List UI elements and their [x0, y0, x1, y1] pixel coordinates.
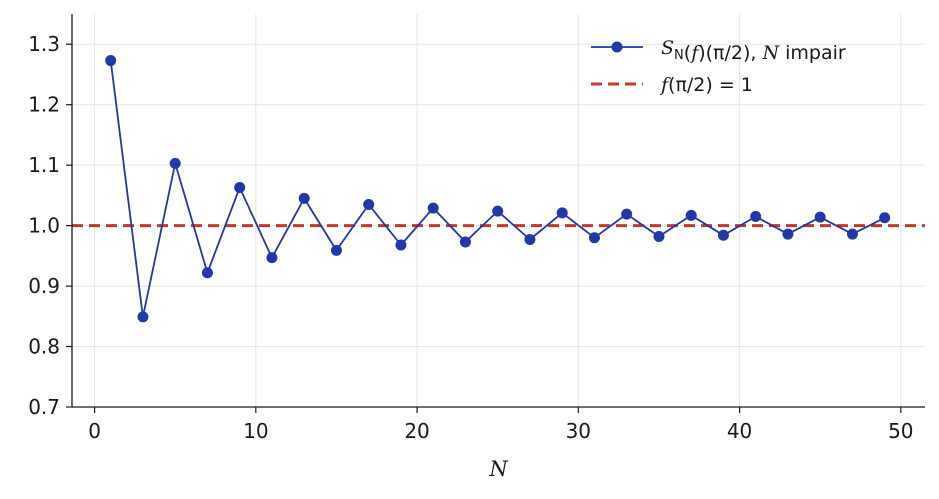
data-point [105, 55, 117, 67]
x-tick-label: 40 [727, 419, 752, 443]
ticks: 0 10 20 30 40 50 0.7 0.8 0.9 1.0 1.1 1.2 1.3 [28, 32, 913, 443]
legend-label-series: SN(f)(π/2), N impair [661, 37, 846, 64]
data-point [621, 208, 633, 220]
data-point [330, 244, 342, 256]
data-point [717, 229, 729, 241]
x-tick-label: 30 [566, 419, 591, 443]
data-point [266, 252, 278, 264]
x-axis-label: N [488, 457, 508, 481]
data-point [234, 182, 246, 194]
data-point [524, 234, 536, 246]
x-tick-label: 10 [243, 419, 268, 443]
data-point [879, 212, 891, 224]
data-point [492, 205, 504, 217]
x-tick-label: 20 [404, 419, 429, 443]
data-point [363, 198, 375, 210]
legend: SN(f)(π/2), N impair f(π/2) = 1 [591, 37, 846, 96]
data-point [846, 228, 858, 240]
x-tick-label: 0 [88, 419, 101, 443]
data-point [685, 209, 697, 221]
data-point [653, 230, 665, 242]
data-point [588, 232, 600, 244]
data-point [395, 239, 407, 251]
data-point [169, 157, 181, 169]
y-tick-label: 1.1 [28, 153, 60, 177]
data-point [137, 311, 149, 323]
data-point [782, 228, 794, 240]
axes [71, 14, 925, 408]
data-point [556, 207, 568, 219]
data-point [459, 236, 471, 248]
legend-marker-series [611, 41, 623, 53]
data-point [298, 192, 310, 204]
legend-label-reference: f(π/2) = 1 [659, 74, 753, 96]
y-tick-label: 1.0 [28, 214, 60, 238]
y-tick-label: 1.2 [28, 93, 60, 117]
y-tick-label: 0.8 [28, 335, 60, 359]
y-tick-label: 1.3 [28, 32, 60, 56]
data-point [201, 267, 213, 279]
series-line [109, 60, 886, 318]
series-layer [105, 55, 891, 323]
x-tick-label: 50 [888, 419, 913, 443]
data-point [427, 202, 439, 214]
data-point [814, 211, 826, 223]
data-point [750, 211, 762, 223]
y-tick-label: 0.7 [28, 395, 60, 419]
y-tick-label: 0.9 [28, 274, 60, 298]
